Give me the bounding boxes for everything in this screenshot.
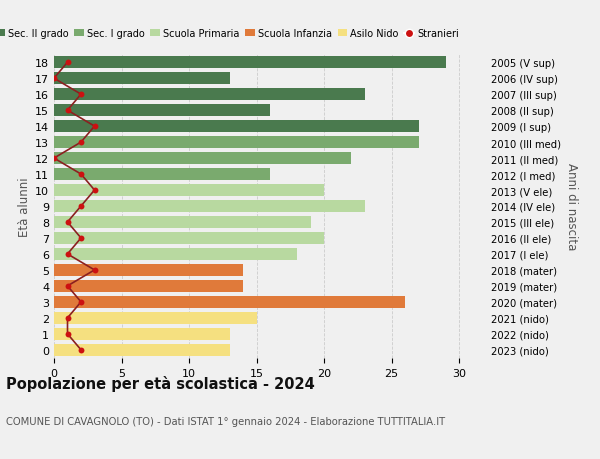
Bar: [54, 152, 351, 165]
Point: [76, 347, 86, 354]
Point: [63, 251, 72, 258]
Point: [90, 187, 100, 194]
Bar: [54, 296, 405, 308]
Point: [63, 283, 72, 290]
Y-axis label: Anni di nascita: Anni di nascita: [565, 163, 578, 250]
Bar: [54, 200, 365, 213]
Point: [63, 107, 72, 115]
Point: [76, 91, 86, 99]
Bar: [54, 73, 230, 85]
Bar: [54, 232, 324, 245]
Point: [76, 203, 86, 210]
Bar: [54, 89, 365, 101]
Bar: [54, 344, 230, 356]
Bar: [54, 57, 446, 69]
Point: [63, 314, 72, 322]
Point: [76, 171, 86, 179]
Point: [49, 75, 59, 83]
Bar: [54, 105, 270, 117]
Bar: [54, 216, 311, 229]
Bar: [54, 168, 270, 181]
Bar: [54, 121, 419, 133]
Y-axis label: Età alunni: Età alunni: [18, 177, 31, 236]
Point: [90, 123, 100, 130]
Point: [76, 139, 86, 146]
Legend: Sec. II grado, Sec. I grado, Scuola Primaria, Scuola Infanzia, Asilo Nido, Stran: Sec. II grado, Sec. I grado, Scuola Prim…: [0, 25, 463, 43]
Point: [63, 59, 72, 67]
Text: Popolazione per età scolastica - 2024: Popolazione per età scolastica - 2024: [6, 375, 315, 391]
Point: [63, 330, 72, 338]
Bar: [54, 280, 243, 292]
Text: COMUNE DI CAVAGNOLO (TO) - Dati ISTAT 1° gennaio 2024 - Elaborazione TUTTITALIA.: COMUNE DI CAVAGNOLO (TO) - Dati ISTAT 1°…: [6, 417, 445, 426]
Point: [90, 267, 100, 274]
Point: [49, 155, 59, 162]
Bar: [54, 185, 324, 197]
Point: [63, 219, 72, 226]
Bar: [54, 328, 230, 340]
Bar: [54, 248, 297, 261]
Bar: [54, 137, 419, 149]
Point: [76, 235, 86, 242]
Bar: [54, 264, 243, 276]
Bar: [54, 312, 257, 325]
Point: [76, 298, 86, 306]
